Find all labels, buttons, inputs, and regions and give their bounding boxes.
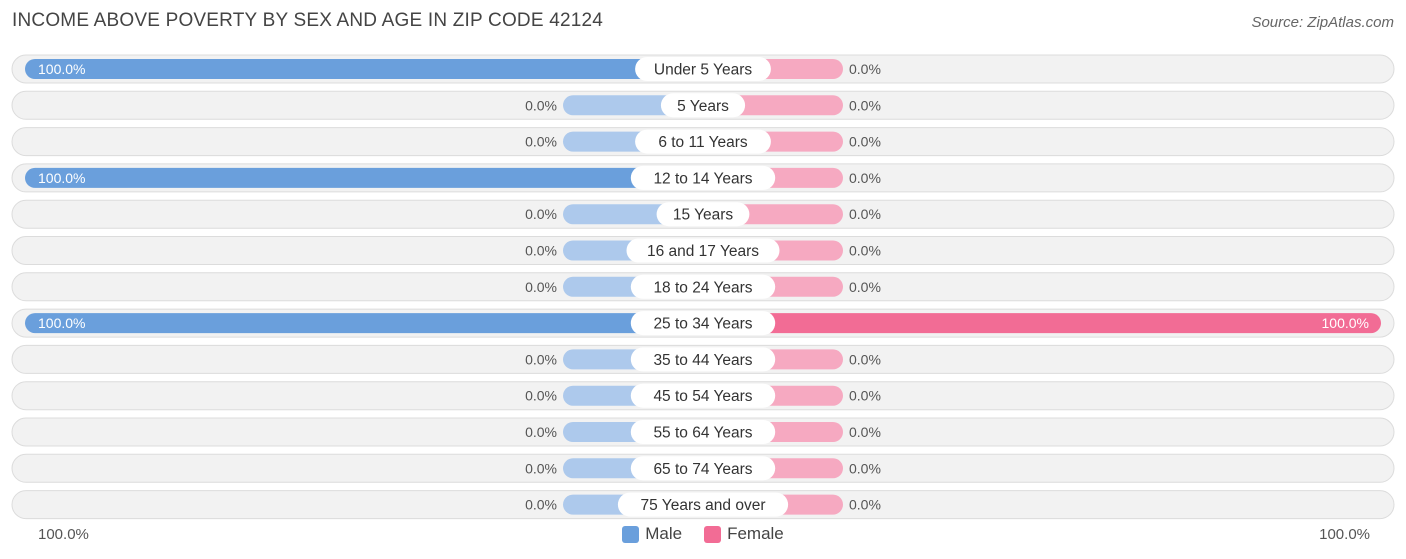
value-label-male: 100.0% bbox=[38, 170, 85, 186]
bar-male bbox=[25, 313, 703, 334]
category-label: 25 to 34 Years bbox=[653, 316, 752, 333]
value-label-female: 0.0% bbox=[849, 279, 881, 295]
value-label-female: 0.0% bbox=[849, 460, 881, 476]
bar-male bbox=[25, 167, 703, 188]
category-label: 55 to 64 Years bbox=[653, 425, 752, 442]
category-label: 5 Years bbox=[677, 98, 729, 115]
category-pill bbox=[617, 492, 789, 517]
value-label-female: 0.0% bbox=[849, 170, 881, 186]
value-label-male: 0.0% bbox=[525, 424, 557, 440]
chart-plot: 100.0% 0.0% Under 5 Years 0.0% 0.0% 5 Years 0.… bbox=[11, 54, 1395, 520]
category-pill bbox=[630, 274, 776, 299]
category-label: 6 to 11 Years bbox=[658, 134, 748, 151]
value-label-male: 100.0% bbox=[38, 315, 85, 331]
category-pill bbox=[626, 238, 780, 263]
value-label-female: 0.0% bbox=[849, 497, 881, 513]
category-pill bbox=[630, 456, 776, 481]
value-label-male: 0.0% bbox=[525, 279, 557, 295]
value-label-female: 0.0% bbox=[849, 97, 881, 113]
category-pill bbox=[630, 347, 776, 372]
value-label-male: 0.0% bbox=[525, 497, 557, 513]
category-label: 18 to 24 Years bbox=[653, 279, 752, 296]
category-label: 12 to 14 Years bbox=[653, 170, 752, 187]
category-pill bbox=[656, 202, 750, 227]
bar-male bbox=[25, 59, 703, 79]
legend-label-male: Male bbox=[645, 524, 683, 543]
value-label-female: 0.0% bbox=[849, 134, 881, 150]
category-pill bbox=[630, 420, 776, 444]
legend-swatch-male bbox=[622, 525, 640, 543]
value-label-male: 0.0% bbox=[525, 97, 557, 113]
legend-item-female: Female bbox=[704, 524, 784, 544]
value-label-female: 0.0% bbox=[849, 206, 881, 222]
value-label-male: 0.0% bbox=[525, 351, 557, 367]
source-credit: Source: ZipAtlas.com bbox=[1251, 14, 1394, 31]
category-pill bbox=[630, 383, 776, 408]
value-label-male: 0.0% bbox=[525, 206, 557, 222]
legend-swatch-female bbox=[704, 525, 722, 543]
category-label: 75 Years and over bbox=[641, 497, 766, 514]
value-label-female: 0.0% bbox=[849, 424, 881, 440]
category-pill bbox=[660, 93, 746, 118]
category-label: 45 to 54 Years bbox=[653, 388, 752, 405]
category-pill bbox=[635, 129, 771, 154]
value-label-female: 0.0% bbox=[849, 243, 881, 259]
legend-label-female: Female bbox=[727, 524, 784, 543]
category-label: 16 and 17 Years bbox=[647, 243, 759, 260]
value-label-male: 0.0% bbox=[525, 388, 557, 404]
bar-female bbox=[703, 313, 1381, 334]
category-pill bbox=[630, 165, 776, 190]
value-label-female: 0.0% bbox=[849, 61, 881, 77]
value-label-male: 0.0% bbox=[525, 460, 557, 476]
axis-label-left: 100.0% bbox=[38, 526, 89, 543]
category-label: 15 Years bbox=[673, 207, 734, 224]
category-label: 35 to 44 Years bbox=[653, 352, 752, 369]
value-label-male: 100.0% bbox=[38, 61, 85, 77]
legend: Male Female bbox=[0, 524, 1406, 544]
category-label: Under 5 Years bbox=[654, 62, 752, 79]
value-label-male: 0.0% bbox=[525, 243, 557, 259]
axis-label-right: 100.0% bbox=[1319, 526, 1370, 543]
value-label-female: 0.0% bbox=[849, 351, 881, 367]
value-label-male: 0.0% bbox=[525, 134, 557, 150]
legend-item-male: Male bbox=[622, 524, 682, 544]
value-label-female: 100.0% bbox=[1322, 315, 1369, 331]
category-pill bbox=[630, 311, 776, 336]
chart-title: INCOME ABOVE POVERTY BY SEX AND AGE IN Z… bbox=[12, 10, 604, 31]
category-label: 65 to 74 Years bbox=[653, 461, 752, 478]
value-label-female: 0.0% bbox=[849, 388, 881, 404]
category-pill bbox=[635, 57, 771, 81]
